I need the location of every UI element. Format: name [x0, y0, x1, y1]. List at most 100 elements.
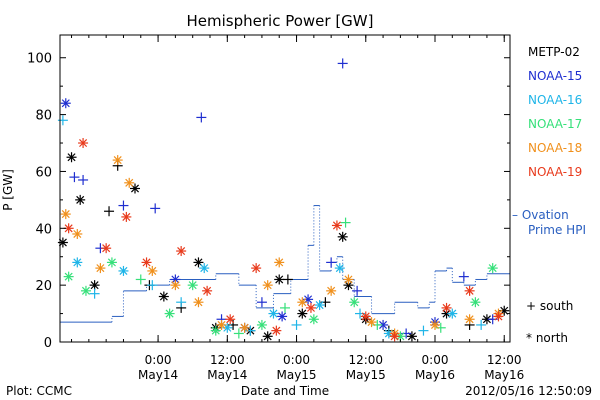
data-point-noaa-19 [78, 138, 89, 149]
data-point-noaa-18 [274, 257, 285, 268]
data-point-noaa-16 [72, 257, 83, 268]
x-tick-label-date: May14 [138, 368, 178, 382]
data-point-noaa-15 [118, 200, 129, 211]
plot-timestamp: 2012/05/16 12:50:09 [465, 384, 592, 398]
legend-entry: NOAA-15 [528, 69, 582, 83]
data-point-noaa-17 [470, 297, 481, 308]
data-point-noaa-15 [277, 311, 288, 322]
data-point-noaa-16 [314, 300, 325, 311]
x-tick-label-date: May14 [207, 368, 247, 382]
legend: METP-02 NOAA-15 NOAA-16 NOAA-17 NOAA-18 NOAA-… [512, 45, 586, 345]
legend-entry: METP-02 [528, 45, 580, 59]
data-point-noaa-17 [80, 285, 91, 296]
x-tick-label-time: 0:00 [145, 353, 172, 367]
x-tick-label-time: 0:00 [283, 353, 310, 367]
data-point-noaa-17 [63, 271, 74, 282]
y-tick-label: 20 [35, 279, 52, 294]
x-tick-label-date: May16 [484, 368, 524, 382]
data-point-noaa-15 [78, 174, 89, 185]
data-point-noaa-16 [199, 263, 210, 274]
data-points [57, 58, 510, 342]
data-point-noaa-15 [458, 271, 469, 282]
data-point-noaa-17 [106, 257, 117, 268]
data-point-noaa-16 [334, 263, 345, 274]
legend-entry: NOAA-16 [528, 93, 582, 107]
data-point-noaa-19 [225, 314, 236, 325]
data-point-metp-02 [104, 206, 115, 217]
chart-title: Hemispheric Power [GW] [187, 12, 374, 30]
data-point-metp-02 [274, 274, 285, 285]
data-point-noaa-18 [95, 263, 106, 274]
legend-ovation-2: Prime HPI [528, 223, 586, 237]
legend-south: + south [526, 299, 573, 313]
plot-credit: Plot: CCMC [6, 384, 72, 398]
data-point-noaa-19 [464, 285, 475, 296]
data-point-noaa-18 [60, 209, 71, 220]
data-point-noaa-17 [349, 297, 360, 308]
legend-entry: NOAA-19 [528, 165, 582, 179]
data-point-noaa-16 [89, 288, 100, 299]
data-point-noaa-18 [124, 177, 135, 188]
x-tick-label-date: May15 [346, 368, 386, 382]
data-point-noaa-18 [239, 322, 250, 333]
data-point-noaa-17 [164, 308, 175, 319]
x-tick-label-date: May16 [415, 368, 455, 382]
data-point-noaa-16 [476, 319, 487, 330]
x-tick-label-time: 12:00 [210, 353, 245, 367]
ovation-prime-hpi-line [60, 205, 511, 323]
legend-north: * north [526, 331, 568, 345]
data-point-noaa-18 [170, 280, 181, 291]
data-point-noaa-17 [340, 217, 351, 228]
data-point-noaa-16 [268, 308, 279, 319]
data-point-metp-02 [481, 314, 492, 325]
data-point-noaa-15 [352, 285, 363, 296]
data-point-metp-02 [158, 291, 169, 302]
y-tick-label: 0 [44, 336, 52, 351]
data-point-noaa-18 [326, 285, 337, 296]
axes: 0204060801000:00May1412:00May140:00May15… [27, 34, 524, 382]
data-point-noaa-18 [262, 280, 273, 291]
data-point-noaa-15 [69, 172, 80, 183]
data-point-noaa-19 [176, 246, 187, 257]
y-tick-label: 80 [35, 109, 52, 124]
data-point-noaa-19 [493, 311, 504, 322]
data-point-noaa-16 [57, 115, 68, 126]
data-point-noaa-15 [303, 294, 314, 305]
data-point-noaa-18 [193, 297, 204, 308]
x-tick-label-time: 0:00 [422, 353, 449, 367]
data-point-noaa-19 [251, 263, 262, 274]
data-point-noaa-18 [72, 228, 83, 239]
data-point-metp-02 [406, 331, 417, 342]
data-point-noaa-15 [150, 203, 161, 214]
legend-entry: NOAA-17 [528, 117, 582, 131]
data-point-metp-02 [282, 274, 293, 285]
legend-ovation-1: – Ovation [512, 208, 569, 222]
data-point-noaa-19 [202, 285, 213, 296]
x-tick-label-time: 12:00 [348, 353, 383, 367]
data-point-noaa-17 [233, 328, 244, 339]
data-point-noaa-19 [121, 211, 132, 222]
data-point-noaa-17 [256, 319, 267, 330]
data-point-noaa-19 [305, 302, 316, 313]
data-point-noaa-17 [187, 280, 198, 291]
data-point-metp-02 [57, 237, 68, 248]
data-point-noaa-17 [487, 263, 498, 274]
data-point-noaa-18 [343, 274, 354, 285]
data-point-noaa-19 [331, 220, 342, 231]
data-point-noaa-18 [147, 265, 158, 276]
data-point-noaa-17 [135, 274, 146, 285]
y-tick-label: 100 [27, 52, 52, 67]
x-tick-label-date: May15 [276, 368, 316, 382]
y-tick-label: 40 [35, 222, 52, 237]
x-tick-label-time: 12:00 [487, 353, 522, 367]
y-tick-label: 60 [35, 165, 52, 180]
data-point-noaa-15 [196, 112, 207, 123]
data-point-noaa-18 [464, 314, 475, 325]
data-point-metp-02 [89, 280, 100, 291]
data-point-metp-02 [75, 194, 86, 205]
data-point-noaa-18 [297, 297, 308, 308]
data-point-noaa-19 [101, 243, 112, 254]
data-point-noaa-16 [291, 319, 302, 330]
data-point-noaa-19 [141, 257, 152, 268]
